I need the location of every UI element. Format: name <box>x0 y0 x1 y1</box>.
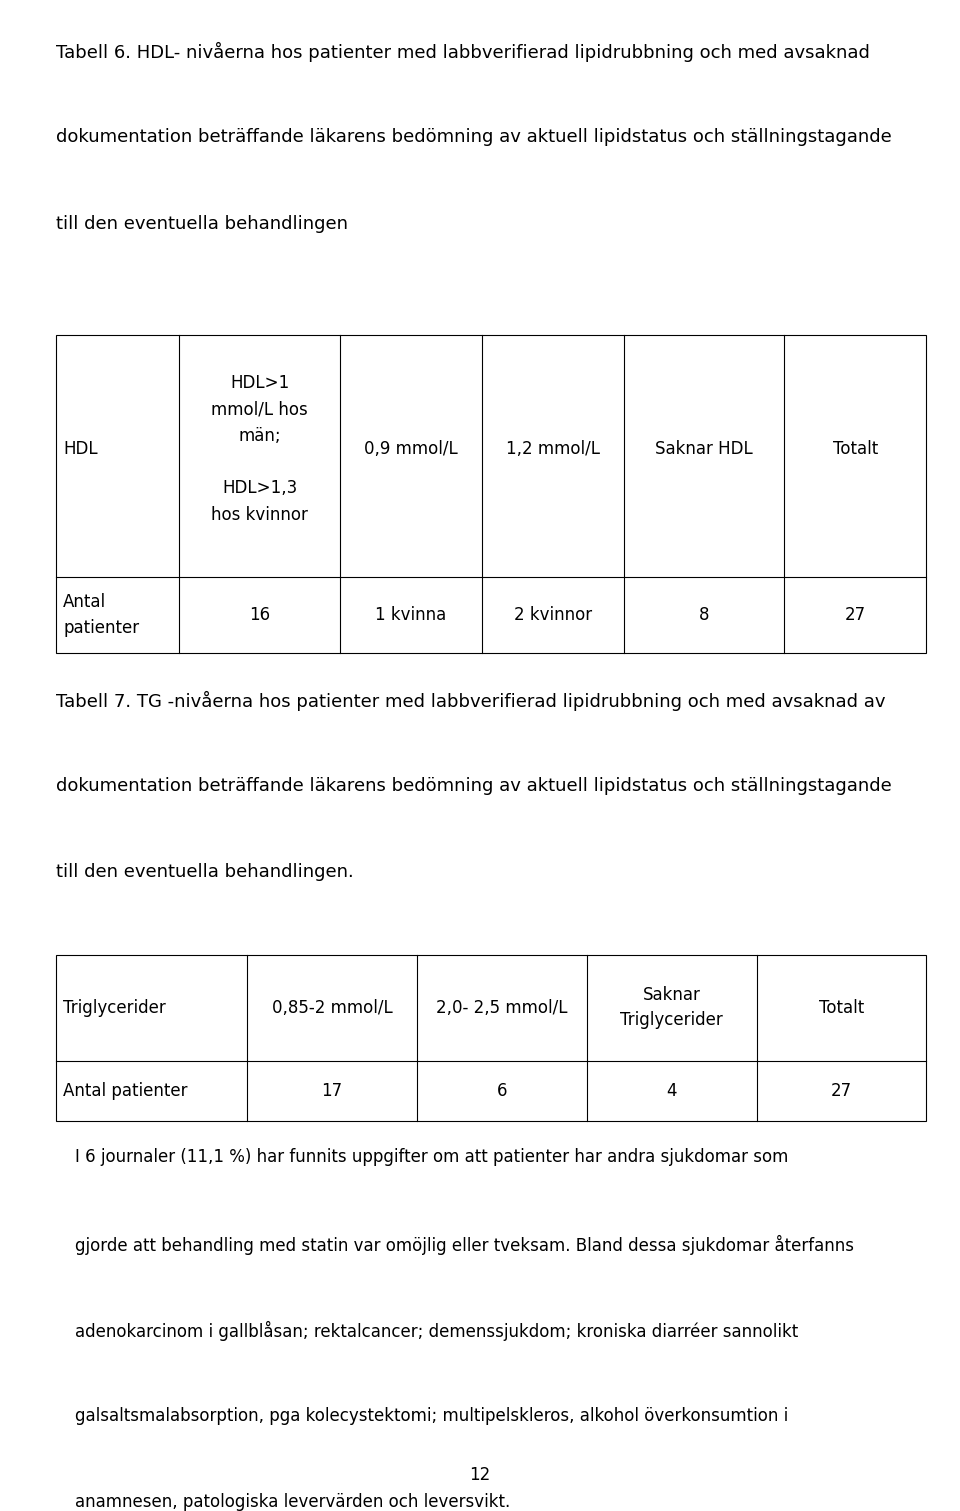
Text: 0,85-2 mmol/L: 0,85-2 mmol/L <box>272 999 393 1017</box>
Text: Saknar
Triglycerider: Saknar Triglycerider <box>620 987 723 1029</box>
Text: Totalt: Totalt <box>819 999 864 1017</box>
Bar <box>56 335 926 653</box>
Text: galsaltsmalabsorption, pga kolecystektomi; multipelskleros, alkohol överkonsumti: galsaltsmalabsorption, pga kolecystektom… <box>75 1407 788 1425</box>
Bar <box>56 955 926 1121</box>
Text: adenokarcinom i gallblåsan; rektalcancer; demenssjukdom; kroniska diarréer sanno: adenokarcinom i gallblåsan; rektalcancer… <box>75 1321 798 1340</box>
Text: Antal patienter: Antal patienter <box>63 1082 188 1100</box>
Text: 12: 12 <box>469 1466 491 1484</box>
Text: Tabell 6. HDL- nivåerna hos patienter med labbverifierad lipidrubbning och med a: Tabell 6. HDL- nivåerna hos patienter me… <box>56 42 870 62</box>
Text: Antal
patienter: Antal patienter <box>63 592 139 638</box>
Text: till den eventuella behandlingen.: till den eventuella behandlingen. <box>56 863 353 881</box>
Text: till den eventuella behandlingen: till den eventuella behandlingen <box>56 215 348 233</box>
Text: 0,9 mmol/L: 0,9 mmol/L <box>364 440 458 458</box>
Text: 6: 6 <box>496 1082 507 1100</box>
Text: 8: 8 <box>699 606 709 624</box>
Text: Triglycerider: Triglycerider <box>63 999 166 1017</box>
Text: anamnesen, patologiska levervärden och leversvikt.: anamnesen, patologiska levervärden och l… <box>75 1493 510 1511</box>
Text: 2,0- 2,5 mmol/L: 2,0- 2,5 mmol/L <box>436 999 567 1017</box>
Text: HDL>1
mmol/L hos
män;

HDL>1,3
hos kvinnor: HDL>1 mmol/L hos män; HDL>1,3 hos kvinno… <box>211 373 308 524</box>
Text: Totalt: Totalt <box>832 440 878 458</box>
Text: dokumentation beträffande läkarens bedömning av aktuell lipidstatus och ställnin: dokumentation beträffande läkarens bedöm… <box>56 777 892 795</box>
Text: 16: 16 <box>249 606 270 624</box>
Text: gjorde att behandling med statin var omöjlig eller tveksam. Bland dessa sjukdoma: gjorde att behandling med statin var omö… <box>75 1234 853 1254</box>
Text: 17: 17 <box>322 1082 343 1100</box>
Text: 27: 27 <box>845 606 866 624</box>
Text: Saknar HDL: Saknar HDL <box>656 440 753 458</box>
Text: I 6 journaler (11,1 %) har funnits uppgifter om att patienter har andra sjukdoma: I 6 journaler (11,1 %) har funnits uppgi… <box>75 1148 788 1166</box>
Text: 4: 4 <box>666 1082 677 1100</box>
Text: dokumentation beträffande läkarens bedömning av aktuell lipidstatus och ställnin: dokumentation beträffande läkarens bedöm… <box>56 128 892 147</box>
Text: Tabell 7. TG -nivåerna hos patienter med labbverifierad lipidrubbning och med av: Tabell 7. TG -nivåerna hos patienter med… <box>56 691 885 710</box>
Text: 1,2 mmol/L: 1,2 mmol/L <box>506 440 600 458</box>
Text: HDL: HDL <box>63 440 98 458</box>
Text: 1 kvinna: 1 kvinna <box>375 606 446 624</box>
Text: 27: 27 <box>831 1082 852 1100</box>
Text: 2 kvinnor: 2 kvinnor <box>514 606 592 624</box>
